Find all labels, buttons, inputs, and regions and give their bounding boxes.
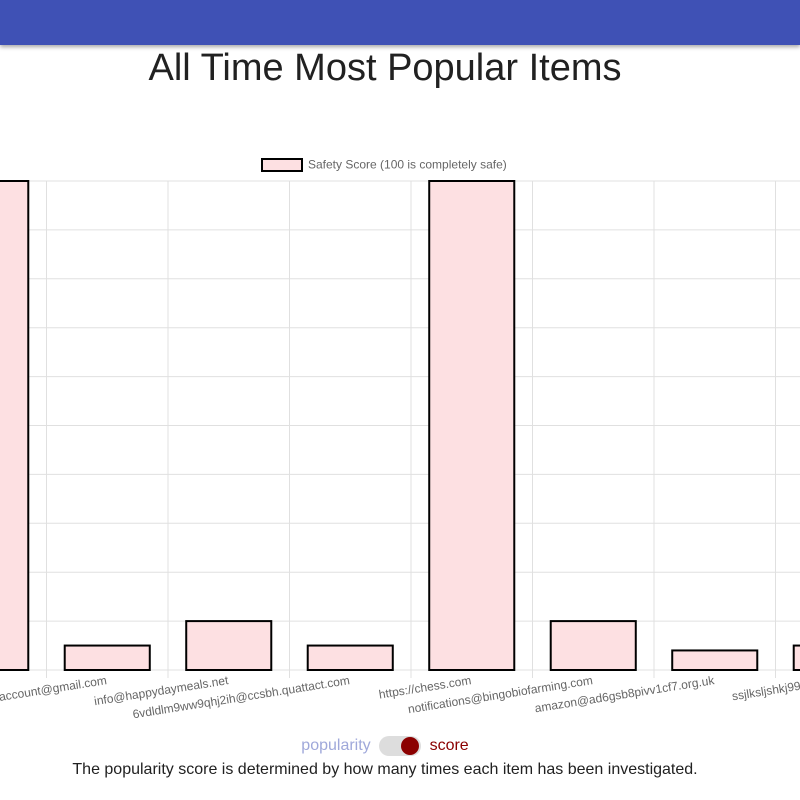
bar xyxy=(428,180,516,671)
bar xyxy=(63,644,151,671)
bar xyxy=(0,180,30,671)
legend-swatch xyxy=(261,158,303,172)
bar xyxy=(792,644,800,671)
toggle-switch[interactable] xyxy=(379,735,422,756)
x-tick-label: ssjlksljshkj999@gm xyxy=(731,673,800,703)
legend-label: Safety Score (100 is completely safe) xyxy=(308,158,507,172)
bar xyxy=(549,620,637,671)
toggle: popularity score xyxy=(0,734,770,758)
chart: Safety Score (100 is completely safe) acc… xyxy=(0,158,800,721)
app-bar xyxy=(0,0,800,45)
note: The popularity score is determined by ho… xyxy=(72,761,698,778)
page-title: All Time Most Popular Items xyxy=(148,47,622,89)
bar xyxy=(671,649,759,672)
bar xyxy=(185,620,273,671)
toggle-knob xyxy=(401,736,420,755)
x-tick-label: account@gmail.com xyxy=(0,673,108,704)
x-tick-label: 6vdldlm9ww9qhj2ih@ccsbh.quattact.com xyxy=(132,673,351,721)
bar xyxy=(306,644,394,671)
toggle-left-label: popularity xyxy=(301,737,371,754)
toggle-right-label: score xyxy=(429,737,469,754)
